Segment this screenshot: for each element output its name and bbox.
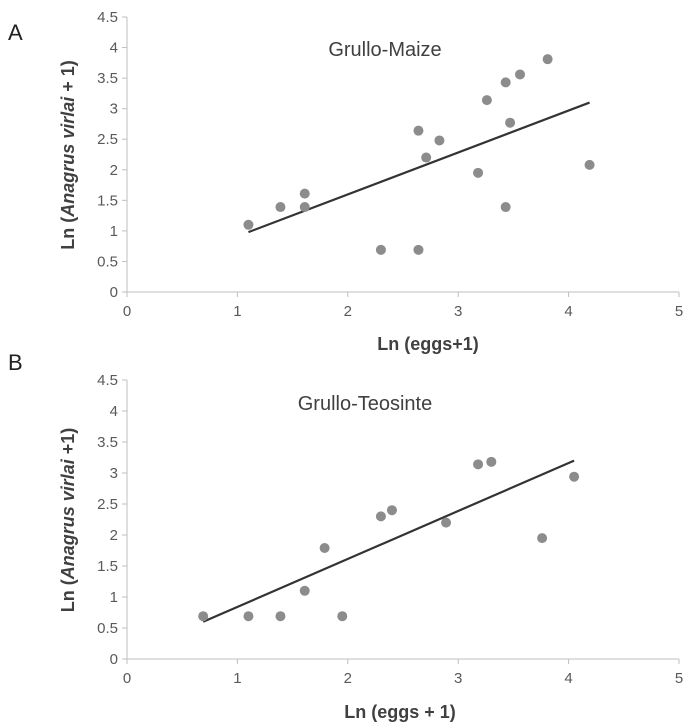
data-point (275, 202, 286, 213)
data-point (375, 244, 386, 255)
y-tick-label: 4 (110, 40, 118, 57)
y-tick-label: 0.5 (97, 620, 118, 637)
x-tick-label: 1 (233, 303, 241, 320)
data-point (413, 244, 424, 255)
y-tick-label: 4.5 (97, 372, 118, 389)
data-point (584, 159, 595, 170)
data-point (500, 202, 511, 213)
data-point (537, 533, 548, 544)
data-point (515, 69, 526, 80)
y-tick-label: 1.5 (97, 558, 118, 575)
panel-letter: A (8, 20, 23, 45)
y-tick-label: 1 (110, 223, 118, 240)
data-point (505, 117, 516, 128)
data-point (486, 456, 497, 467)
x-tick-label: 0 (123, 670, 131, 687)
data-point (473, 167, 484, 178)
data-point (299, 585, 310, 596)
data-point (434, 135, 445, 146)
x-tick-label: 3 (454, 303, 462, 320)
y-tick-label: 2.5 (97, 131, 118, 148)
data-point (375, 511, 386, 522)
x-tick-label: 0 (123, 303, 131, 320)
y-tick-label: 2.5 (97, 496, 118, 513)
data-point (569, 471, 580, 482)
y-tick-label: 2 (110, 527, 118, 544)
data-point (441, 517, 452, 528)
data-point (198, 611, 209, 622)
y-tick-label: 0 (110, 284, 118, 301)
data-point (299, 202, 310, 213)
panel-letter: B (8, 350, 23, 375)
data-point (500, 77, 511, 88)
data-point (421, 152, 432, 163)
y-tick-label: 3.5 (97, 434, 118, 451)
y-tick-label: 0 (110, 651, 118, 668)
y-tick-label: 3.5 (97, 70, 118, 87)
data-point (337, 611, 348, 622)
y-axis-title: Ln (Anagrus virlai +1) (58, 428, 78, 613)
x-tick-label: 5 (675, 303, 683, 320)
chart-title: Grullo-Teosinte (298, 393, 433, 415)
chart-panel-a: A 0 0.5 1 1.5 2 2.5 3 3.5 4 4.5 0 1 2 3 4 5 Grullo-Maize L… (8, 9, 683, 354)
y-tick-label: 3 (110, 101, 118, 118)
y-tick-label: 4 (110, 403, 118, 420)
x-tick-label: 2 (344, 670, 352, 687)
data-point (413, 125, 424, 136)
x-tick-label: 1 (233, 670, 241, 687)
trend-line (202, 459, 575, 623)
x-axis-title: Ln (eggs+1) (377, 334, 479, 354)
data-point (473, 459, 484, 470)
data-point (275, 611, 286, 622)
trend-line (248, 101, 590, 234)
y-tick-label: 4.5 (97, 9, 118, 26)
chart-panel-b: B 0 0.5 1 1.5 2 2.5 3 3.5 4 4.5 0 1 2 3 4 5 Grullo-Teosin… (8, 350, 683, 722)
x-tick-label: 3 (454, 670, 462, 687)
y-tick-label: 3 (110, 465, 118, 482)
data-point (386, 505, 397, 516)
y-tick-label: 0.5 (97, 253, 118, 270)
y-tick-label: 1.5 (97, 192, 118, 209)
x-axis-title: Ln (eggs + 1) (344, 702, 456, 722)
chart-title: Grullo-Maize (328, 39, 441, 61)
data-point (542, 54, 553, 65)
data-point (299, 188, 310, 199)
data-point (243, 219, 254, 230)
x-tick-label: 5 (675, 670, 683, 687)
data-point (319, 543, 330, 554)
y-tick-label: 2 (110, 162, 118, 179)
y-axis-title: Ln (Anagrus virlai + 1) (58, 60, 78, 250)
x-tick-label: 2 (344, 303, 352, 320)
data-point (243, 611, 254, 622)
y-tick-label: 1 (110, 589, 118, 606)
data-point (481, 95, 492, 106)
x-tick-label: 4 (564, 670, 572, 687)
x-tick-label: 4 (564, 303, 572, 320)
